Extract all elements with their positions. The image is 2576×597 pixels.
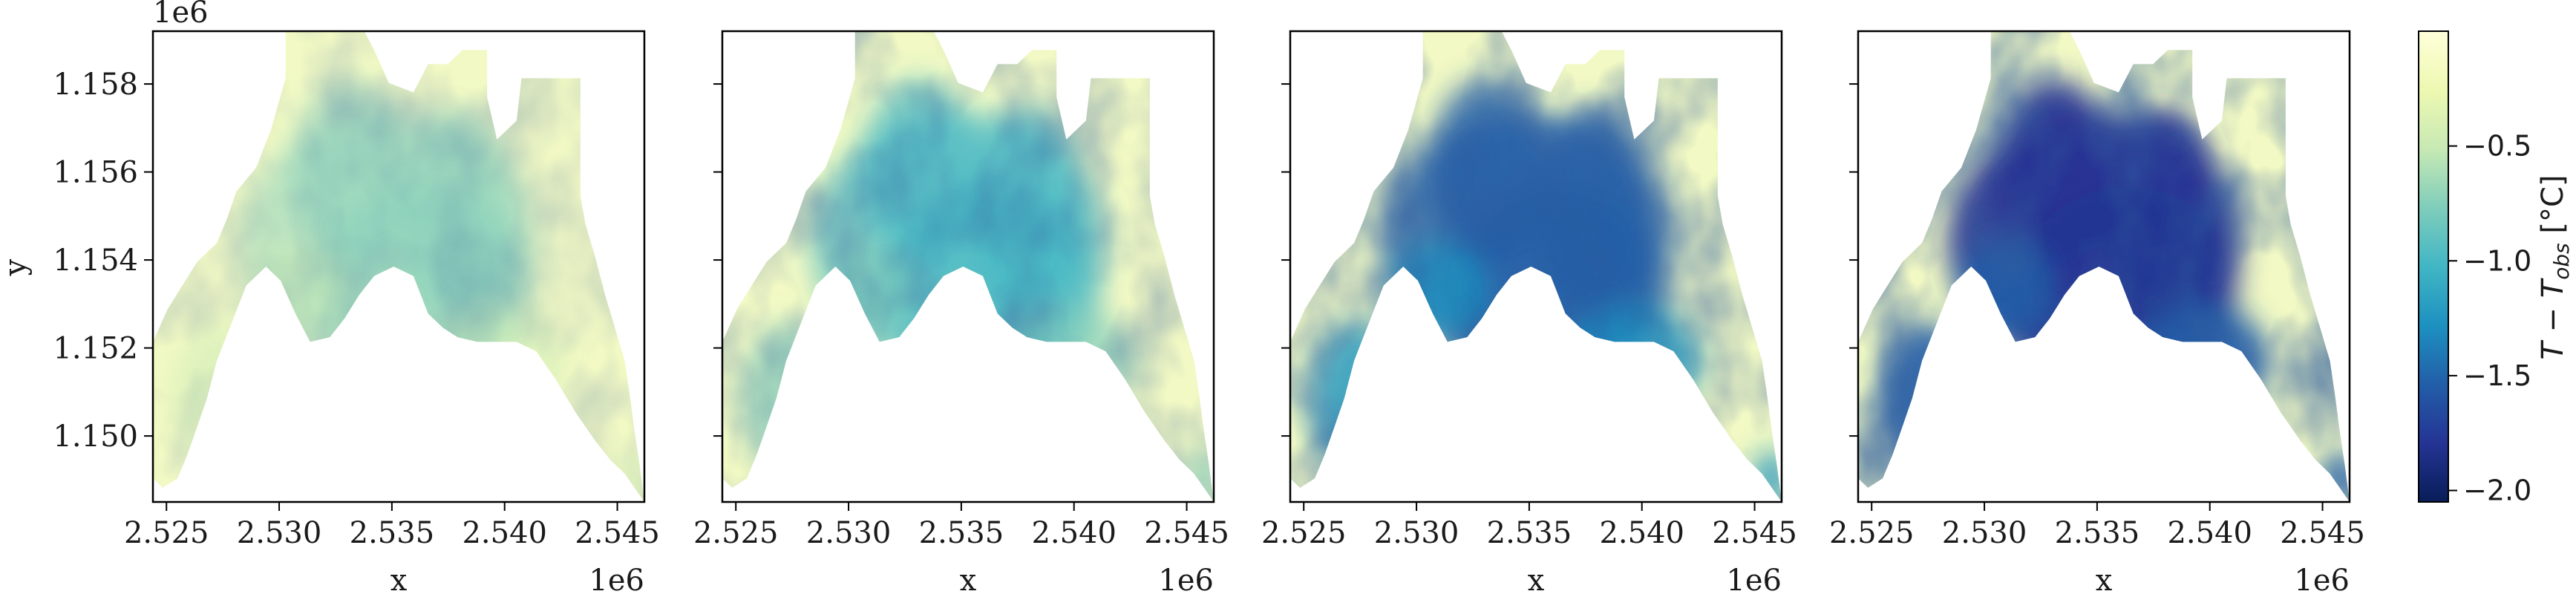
panel-3: 2.525 2.530 2.535 2.540 2.545 x 1e6 <box>1261 30 1797 597</box>
x-tick-label: 2.535 <box>2055 516 2140 550</box>
colorbar-tick-label: −2.0 <box>2463 474 2531 507</box>
x-tick-label: 2.540 <box>462 516 547 550</box>
anomaly-texture <box>153 31 644 502</box>
x-tick-label: 2.530 <box>1374 516 1459 550</box>
colorbar-label: T − Tobs [°C] <box>2536 174 2574 359</box>
x-tick-label: 2.535 <box>1487 516 1572 550</box>
x-tick-label: 2.525 <box>1261 516 1347 550</box>
y-tick-label: 1.152 <box>53 332 138 366</box>
panel-2: 2.525 2.530 2.535 2.540 2.545 x 1e6 <box>693 30 1229 597</box>
panels-group: 2.525 2.530 2.535 2.540 2.545 x 1e6 1.150 1.152 1… <box>0 0 2365 597</box>
x-tick-label: 2.525 <box>124 516 209 550</box>
colorbar-label-main: T − T <box>2536 277 2570 359</box>
x-tick-label: 2.535 <box>350 516 435 550</box>
y-tick-label: 1.156 <box>53 156 138 190</box>
x-axis-label: x <box>1528 564 1545 597</box>
x-axis-label: x <box>960 564 977 597</box>
x-tick-label: 2.525 <box>693 516 779 550</box>
panel-1: 2.525 2.530 2.535 2.540 2.545 x 1e6 1.150 1.152 1… <box>0 0 660 597</box>
y-tick-label: 1.158 <box>53 68 138 102</box>
colorbar-fill <box>2419 31 2448 502</box>
colorbar-frame <box>2418 30 2449 503</box>
x-tick-label: 2.535 <box>919 516 1004 550</box>
x-offset-label: 1e6 <box>1158 564 1214 597</box>
axes-frame <box>721 30 1215 503</box>
x-tick-label: 2.540 <box>2167 516 2252 550</box>
colorbar-tick-label: −0.5 <box>2463 130 2531 163</box>
x-tick-label: 2.545 <box>575 516 660 550</box>
x-tick-label: 2.530 <box>1942 516 2027 550</box>
anomaly-texture <box>1858 31 2350 502</box>
y-axis-label: y <box>0 258 33 276</box>
x-tick-label: 2.530 <box>806 516 892 550</box>
colorbar-label-sub: obs <box>2549 243 2574 280</box>
y-tick-label: 1.154 <box>53 244 138 278</box>
y-offset-label: 1e6 <box>153 0 209 30</box>
panel-4: 2.525 2.530 2.535 2.540 2.545 x 1e6 <box>1829 30 2365 597</box>
x-tick-label: 2.530 <box>237 516 322 550</box>
axes-frame <box>151 30 646 503</box>
anomaly-texture <box>1290 31 1782 502</box>
x-tick-label: 2.545 <box>1144 516 1229 550</box>
colorbar-tick-label: −1.5 <box>2463 359 2531 392</box>
x-tick-label: 2.545 <box>1712 516 1797 550</box>
x-axis-label: x <box>390 564 408 597</box>
x-axis-label: x <box>2096 564 2113 597</box>
colorbar-tick-label: −1.0 <box>2463 244 2531 277</box>
axes-frame <box>1289 30 1783 503</box>
colorbar: −0.5 −1.0 −1.5 −2.0 T − Tobs [°C] <box>2418 30 2574 507</box>
x-tick-label: 2.540 <box>1599 516 1684 550</box>
x-tick-label: 2.545 <box>2280 516 2365 550</box>
x-offset-label: 1e6 <box>1726 564 1782 597</box>
x-tick-label: 2.540 <box>1031 516 1117 550</box>
axes-frame <box>1857 30 2351 503</box>
x-offset-label: 1e6 <box>589 564 644 597</box>
colorbar-label-unit: [°C] <box>2536 174 2570 243</box>
x-tick-label: 2.525 <box>1829 516 1915 550</box>
y-tick-label: 1.150 <box>53 420 138 454</box>
x-offset-label: 1e6 <box>2294 564 2350 597</box>
anomaly-texture <box>722 31 1214 502</box>
